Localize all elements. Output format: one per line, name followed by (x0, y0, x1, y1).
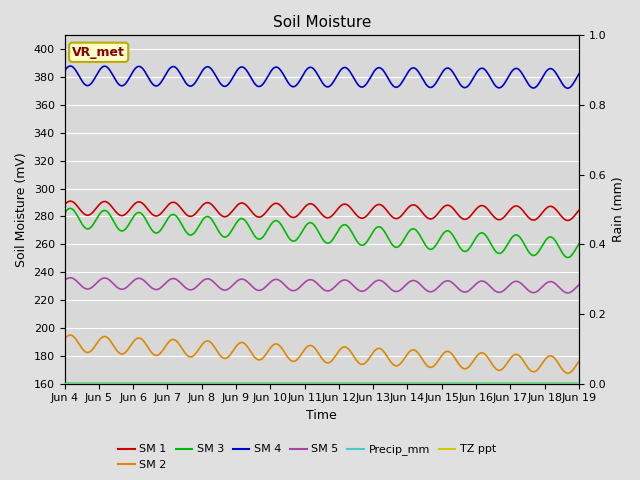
Legend: SM 1, SM 2, SM 3, SM 4, SM 5, Precip_mm, TZ ppt: SM 1, SM 2, SM 3, SM 4, SM 5, Precip_mm,… (114, 440, 500, 474)
Title: Soil Moisture: Soil Moisture (273, 15, 371, 30)
X-axis label: Time: Time (307, 409, 337, 422)
Y-axis label: Soil Moisture (mV): Soil Moisture (mV) (15, 152, 28, 267)
Text: VR_met: VR_met (72, 46, 125, 59)
Y-axis label: Rain (mm): Rain (mm) (612, 177, 625, 242)
